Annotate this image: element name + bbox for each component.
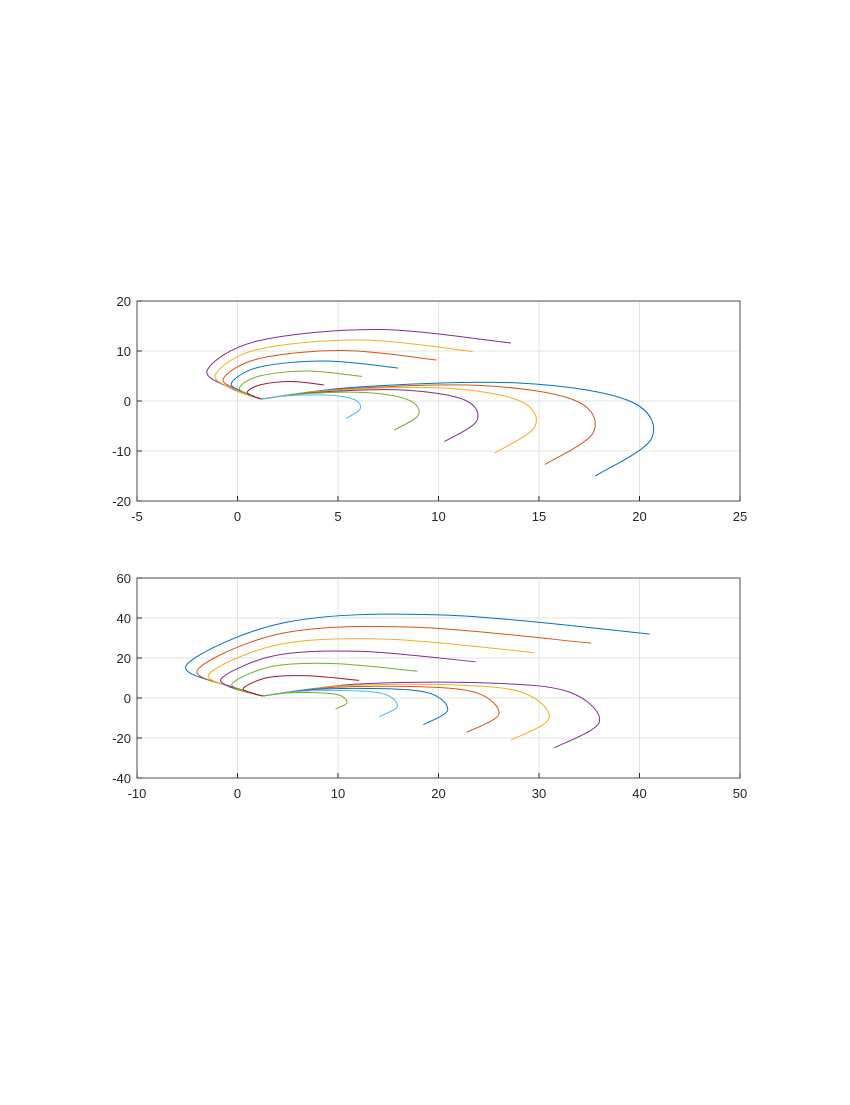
- x-tick-label: 50: [733, 786, 747, 801]
- x-tick-label: 0: [234, 786, 241, 801]
- y-tick-label: 60: [117, 571, 131, 586]
- data-line: [261, 381, 655, 477]
- data-line: [261, 394, 362, 419]
- y-tick-label: 0: [124, 691, 131, 706]
- y-tick-label: 20: [117, 294, 131, 309]
- y-tick-label: -20: [112, 494, 131, 509]
- y-tick-label: -20: [112, 731, 131, 746]
- data-line: [261, 391, 420, 431]
- x-tick-label: 40: [632, 786, 646, 801]
- x-tick-label: 0: [234, 509, 241, 524]
- data-line: [261, 386, 537, 454]
- y-tick-label: 0: [124, 394, 131, 409]
- x-tick-label: -5: [131, 509, 143, 524]
- y-tick-label: -10: [112, 444, 131, 459]
- y-tick-label: 20: [117, 651, 131, 666]
- x-tick-label: 30: [532, 786, 546, 801]
- y-tick-label: -40: [112, 771, 131, 786]
- data-line: [262, 685, 500, 733]
- x-tick-label: 10: [331, 786, 345, 801]
- data-line: [262, 681, 600, 749]
- data-line: [242, 675, 360, 697]
- x-tick-label: 10: [431, 509, 445, 524]
- x-tick-label: 15: [532, 509, 546, 524]
- x-tick-label: 25: [733, 509, 747, 524]
- data-line: [261, 389, 479, 442]
- x-tick-label: 5: [334, 509, 341, 524]
- x-tick-label: 20: [431, 786, 445, 801]
- x-tick-label: 20: [632, 509, 646, 524]
- axes-box: [136, 300, 741, 502]
- axes-box: [136, 577, 741, 779]
- data-line: [246, 380, 324, 400]
- data-line: [262, 689, 398, 718]
- y-tick-label: 40: [117, 611, 131, 626]
- data-line: [262, 687, 449, 726]
- data-line: [262, 683, 550, 741]
- data-line: [262, 692, 348, 710]
- x-tick-label: -10: [128, 786, 147, 801]
- data-line: [214, 339, 473, 400]
- y-tick-label: 10: [117, 344, 131, 359]
